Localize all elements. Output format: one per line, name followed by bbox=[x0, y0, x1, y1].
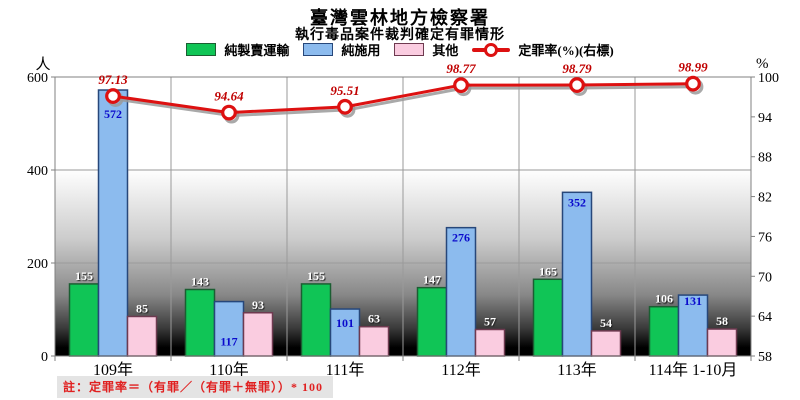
point-label: 94.64 bbox=[214, 89, 244, 104]
category-label: 113年 bbox=[557, 361, 596, 379]
bar-value-label: 106 bbox=[655, 292, 673, 306]
left-tick-label: 200 bbox=[27, 257, 48, 272]
line-point-114年 1-10月 bbox=[685, 75, 701, 92]
bar-其他-111年 bbox=[358, 325, 390, 357]
legend-label: 定罪率(%)(右標) bbox=[518, 43, 614, 58]
category-label: 114年 1-10月 bbox=[649, 361, 738, 379]
bar-value-label: 165 bbox=[539, 264, 557, 278]
bar-value-label: 85 bbox=[136, 301, 148, 315]
right-tick-label: 58 bbox=[758, 350, 772, 365]
pink-swatch-icon bbox=[394, 43, 425, 56]
bar-value-label: 155 bbox=[75, 269, 93, 283]
bar-其他-110年 bbox=[242, 312, 274, 357]
blue-swatch-icon bbox=[303, 43, 334, 56]
bar-其他-112年 bbox=[474, 328, 506, 357]
bar-純施用-111年 bbox=[329, 308, 361, 357]
left-tick-label: 400 bbox=[27, 164, 48, 179]
line-point-111年 bbox=[337, 98, 353, 115]
right-tick-label: 88 bbox=[758, 151, 772, 166]
category-label: 110年 bbox=[209, 361, 248, 379]
legend-item-manufacture: 純製賣運輸 bbox=[186, 40, 289, 59]
bar-value-label: 155 bbox=[307, 269, 325, 283]
bar-value-label: 54 bbox=[600, 316, 612, 330]
bar-value-label: 147 bbox=[423, 273, 441, 287]
bar-其他-114年 1-10月 bbox=[706, 328, 738, 357]
bar-其他-113年 bbox=[590, 330, 622, 357]
right-tick-label: 70 bbox=[758, 270, 772, 285]
line-point-113年 bbox=[569, 77, 585, 93]
bar-純製賣運輸-114年 1-10月 bbox=[648, 305, 680, 357]
left-axis-title: 人 bbox=[35, 56, 50, 73]
line-dot bbox=[484, 42, 499, 57]
right-tick-label: 100 bbox=[758, 71, 779, 86]
bar-value-label: 572 bbox=[104, 107, 122, 121]
bar-其他-109年 bbox=[126, 315, 158, 357]
point-label: 98.99 bbox=[678, 60, 708, 75]
bar-series: 155 143 155 147 165 106 572 117 101 276 352 131 85 93… bbox=[68, 89, 738, 357]
category-label: 112年 bbox=[441, 361, 480, 379]
line-point-110年 bbox=[221, 104, 237, 121]
line-point-109年 bbox=[105, 88, 121, 104]
bar-value-label: 352 bbox=[568, 195, 586, 209]
gridlines bbox=[55, 77, 751, 356]
legend-label: 純施用 bbox=[341, 43, 381, 58]
legend-label: 其他 bbox=[432, 43, 459, 58]
point-label: 95.51 bbox=[330, 83, 359, 98]
bar-value-label: 93 bbox=[252, 298, 264, 312]
point-label: 98.79 bbox=[562, 61, 592, 76]
green-swatch-icon bbox=[186, 43, 217, 56]
conviction-rate-line-icon bbox=[472, 42, 511, 57]
line-shadow bbox=[115, 85, 696, 118]
legend-item-conviction-rate: 定罪率(%)(右標) bbox=[472, 40, 614, 59]
bar-value-label: 143 bbox=[191, 275, 209, 289]
right-tick-label: 82 bbox=[758, 191, 772, 206]
legend-item-other: 其他 bbox=[394, 40, 458, 59]
legend-item-use: 純施用 bbox=[303, 40, 380, 59]
footnote: 註：定罪率＝（有罪／（有罪＋無罪））* 100 bbox=[57, 376, 334, 398]
category-label: 111年 bbox=[326, 361, 365, 379]
conviction-rate-line bbox=[112, 82, 694, 115]
bar-純製賣運輸-109年 bbox=[68, 283, 100, 357]
bar-純製賣運輸-111年 bbox=[300, 283, 332, 357]
bar-value-label: 117 bbox=[220, 335, 237, 349]
line-series: 97.13 94.64 95.51 98.77 98.79 98.99 bbox=[98, 60, 708, 124]
bar-value-label: 101 bbox=[336, 316, 354, 330]
point-label: 98.77 bbox=[446, 61, 476, 76]
right-axis-title: % bbox=[756, 56, 769, 72]
axes: 0 200 400 600 58 64 70 76 82 88 94 100 109年 110年 111年 1… bbox=[27, 71, 779, 379]
bar-value-label: 58 bbox=[716, 314, 728, 328]
left-tick-label: 600 bbox=[27, 71, 48, 86]
bar-value-label: 63 bbox=[368, 312, 380, 326]
bar-純製賣運輸-112年 bbox=[416, 286, 448, 357]
right-tick-label: 94 bbox=[758, 111, 772, 126]
bar-純施用-114年 1-10月 bbox=[677, 294, 709, 357]
bar-value-label: 131 bbox=[684, 294, 702, 308]
left-tick-label: 0 bbox=[41, 350, 48, 365]
bar-純製賣運輸-113年 bbox=[532, 278, 564, 357]
right-tick-label: 64 bbox=[758, 310, 772, 325]
legend-label: 純製賣運輸 bbox=[224, 43, 290, 58]
bar-純施用-112年 bbox=[445, 226, 477, 357]
right-tick-label: 76 bbox=[758, 230, 772, 245]
chart-subtitle: 執行毒品案件裁判確定有罪情形 bbox=[295, 28, 505, 43]
line-point-112年 bbox=[453, 77, 469, 94]
legend: 純製賣運輸 純施用 其他 定罪率(%)(右標) bbox=[0, 40, 800, 59]
category-label: 109年 bbox=[93, 361, 133, 379]
point-label: 97.13 bbox=[98, 72, 128, 87]
chart-title: 臺灣雲林地方檢察署 bbox=[310, 8, 490, 28]
bar-純施用-109年 bbox=[97, 89, 129, 357]
bar-純製賣運輸-110年 bbox=[184, 288, 216, 357]
bar-純施用-113年 bbox=[561, 191, 593, 357]
bar-value-label: 57 bbox=[484, 314, 496, 328]
bar-value-label: 276 bbox=[452, 231, 470, 245]
